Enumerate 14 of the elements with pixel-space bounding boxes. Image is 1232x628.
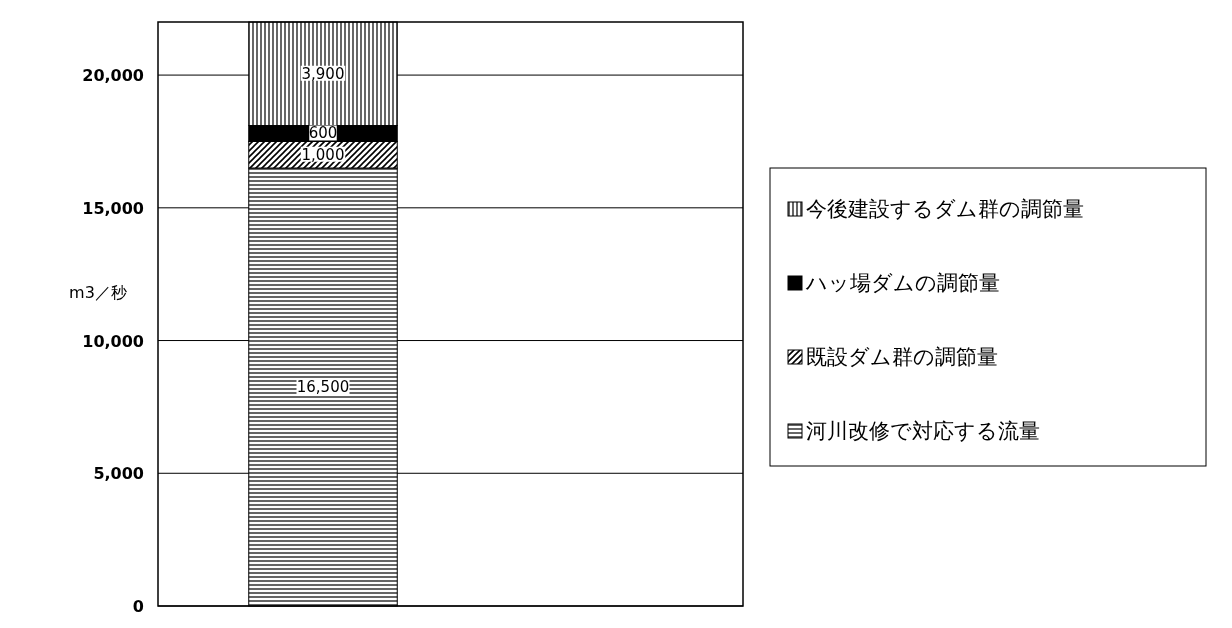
data-label: 1,000 [301, 145, 345, 164]
data-label: 3,900 [301, 64, 345, 83]
legend-label: 今後建設するダム群の調節量 [806, 197, 1084, 221]
y-tick-label: 15,000 [82, 198, 144, 218]
y-tick-label: 5,000 [93, 464, 144, 484]
y-axis-title: m3／秒 [69, 283, 127, 302]
data-label: 600 [308, 124, 338, 143]
legend-label: 河川改修で対応する流量 [806, 419, 1040, 443]
y-tick-label: 0 [132, 597, 144, 616]
legend-label: 既設ダム群の調節量 [806, 345, 998, 369]
y-tick-label: 20,000 [82, 66, 144, 86]
y-tick-label: 10,000 [82, 331, 144, 351]
legend-label: ハッ場ダムの調節量 [805, 271, 1000, 295]
data-label: 16,500 [296, 378, 350, 396]
